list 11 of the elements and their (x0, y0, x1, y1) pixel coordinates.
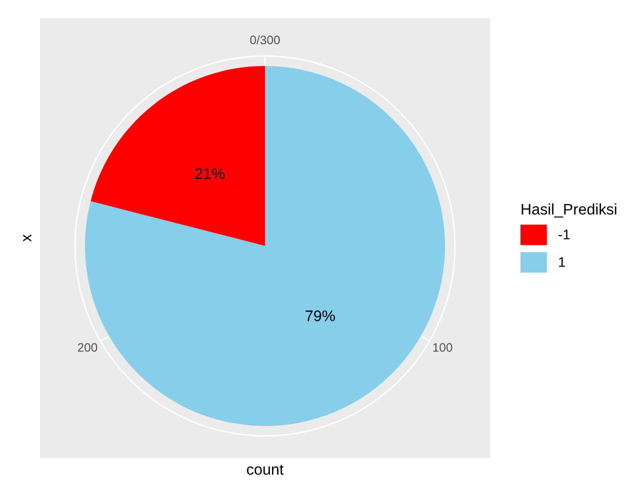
pie-slice (90, 66, 265, 246)
data-label: 79% (306, 310, 335, 322)
text: x (23, 234, 32, 242)
legend-title: Hasil_Prediksi (522, 203, 616, 218)
text: 100 (433, 343, 452, 352)
data-label: 21% (195, 168, 225, 179)
text: 0/300 (250, 35, 280, 44)
text: 200 (78, 343, 98, 352)
legend-label: -1 (558, 230, 570, 240)
text: count (246, 464, 284, 475)
legend-label: 1 (559, 257, 566, 267)
